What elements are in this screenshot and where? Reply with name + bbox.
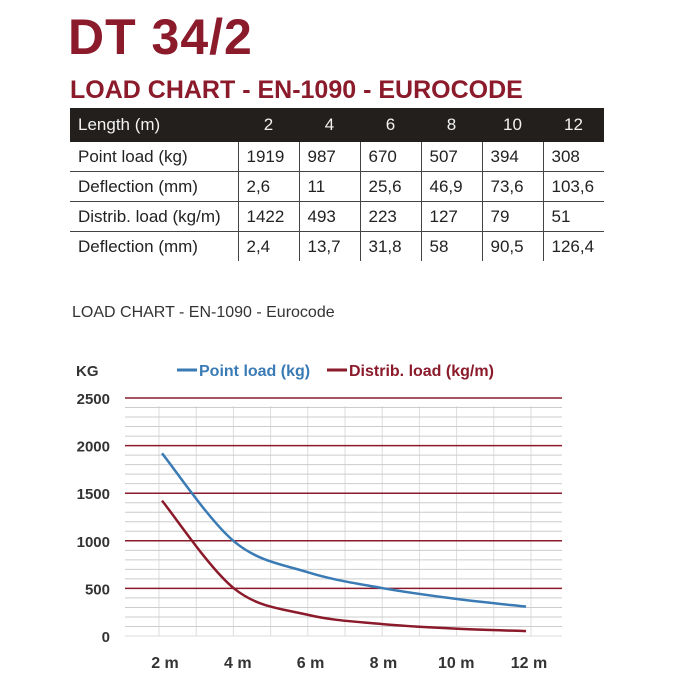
product-title: DT 34/2 [68,9,253,65]
table-cell: 507 [420,142,482,172]
table-cell: 13,7 [298,231,360,261]
table-row: Point load (kg) 1919 987 670 507 394 308 [70,142,604,172]
table-cell: 31,8 [359,231,421,261]
table-cell: 58 [420,231,482,261]
y-tick-label: 1500 [77,486,110,503]
table-row: Deflection (mm) 2,4 13,7 31,8 58 90,5 126,4 [70,231,604,261]
table-cell: 46,9 [420,171,482,202]
column-header: 8 [421,108,482,142]
y-axis-label: KG [76,363,99,380]
row-label: Deflection (mm) [78,236,198,256]
table-cell: 394 [481,142,543,172]
x-tick-label: 2 m [151,655,179,672]
column-header: 6 [360,108,421,142]
column-header: Length (m) [70,108,238,142]
load-table: Length (m) 2 4 6 8 10 12 Point load (kg) 1919 98… [70,108,604,261]
legend-label: Point load (kg) [199,363,310,380]
legend-label: Distrib. load (kg/m) [349,363,494,380]
y-tick-label: 2500 [77,391,110,408]
table-header-row: Length (m) 2 4 6 8 10 12 [70,108,604,142]
column-header: 10 [482,108,543,142]
table-cell: 2,4 [237,231,299,261]
table-cell: 1422 [237,201,299,232]
column-header: 4 [299,108,360,142]
load-chart-heading: LOAD CHART - EN-1090 - EUROCODE [70,76,523,104]
table-cell: 127 [420,201,482,232]
table-cell: 79 [481,201,543,232]
table-cell: 1919 [237,142,299,172]
row-label: Deflection (mm) [70,171,238,202]
table-cell: 126,4 [542,231,604,261]
x-tick-label: 8 m [370,655,398,672]
x-tick-label: 6 m [297,655,325,672]
table-cell: 25,6 [359,171,421,202]
table-row: Deflection (mm) 2,6 11 25,6 46,9 73,6 103,6 [70,171,604,202]
table-cell: 103,6 [542,171,604,202]
table-cell: 11 [298,171,360,202]
table-row: Distrib. load (kg/m) 1422 493 223 127 79 51 [70,201,604,232]
table-cell: 493 [298,201,360,232]
table-cell: 2,6 [237,171,299,202]
series-line-point-load [161,452,527,608]
y-tick-label: 2000 [77,439,110,456]
column-header: 12 [543,108,604,142]
row-label: Distrib. load (kg/m) [70,201,238,232]
chart-caption: LOAD CHART - EN-1090 - Eurocode [72,304,335,321]
y-tick-label: 500 [85,581,110,598]
y-tick-label: 0 [102,629,110,646]
row-label: Point load (kg) [70,142,238,172]
table-cell: 90,5 [481,231,543,261]
table-cell: 223 [359,201,421,232]
series-line-distrib-load [161,499,527,633]
x-tick-label: 4 m [224,655,252,672]
x-tick-label: 10 m [438,655,474,672]
table-cell: 987 [298,142,360,172]
column-header: 2 [238,108,299,142]
y-tick-label: 1000 [77,534,110,551]
table-cell: 51 [542,201,604,232]
table-cell: 670 [359,142,421,172]
table-cell: 308 [542,142,604,172]
x-tick-label: 12 m [511,655,547,672]
table-cell: 73,6 [481,171,543,202]
